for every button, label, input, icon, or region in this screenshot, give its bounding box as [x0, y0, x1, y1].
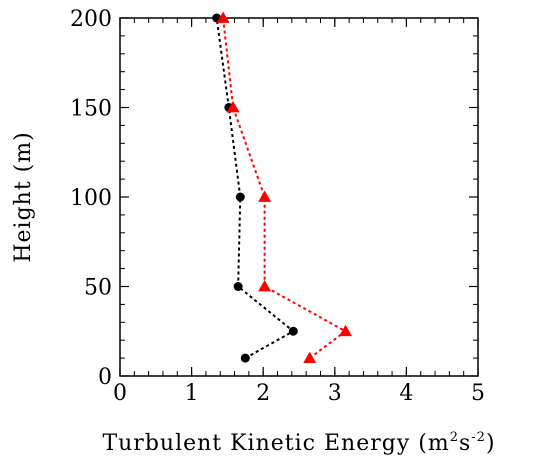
data-point-triangle — [226, 101, 240, 113]
data-point-triangle — [303, 351, 317, 363]
x-tick-label: 2 — [256, 381, 270, 406]
data-point-triangle — [258, 190, 272, 202]
y-axis-title: Height (m) — [11, 131, 36, 262]
data-point-circle — [233, 282, 243, 291]
data-point-circle — [235, 192, 245, 202]
data-point-triangle — [339, 324, 353, 337]
y-tick-label: 0 — [98, 365, 112, 390]
x-axis-title-sup2: -2 — [471, 430, 486, 445]
y-tick-label: 50 — [84, 276, 112, 301]
series-line-2 — [222, 17, 348, 359]
series-line-1 — [215, 17, 296, 359]
x-axis-title-mid: s — [459, 431, 471, 456]
data-point-triangle — [216, 11, 230, 23]
y-tick-label: 150 — [70, 97, 112, 122]
data-point-circle — [240, 353, 250, 363]
y-tick-label: 200 — [70, 7, 112, 32]
data-point-circle — [288, 326, 298, 336]
x-tick-label: 5 — [471, 381, 485, 406]
data-markers — [212, 11, 353, 363]
x-axis-title-main: Turbulent Kinetic Energy (m — [102, 431, 449, 456]
series-lines — [215, 17, 348, 359]
axis-ticks — [119, 17, 479, 377]
data-point-triangle — [258, 280, 272, 292]
y-tick-label: 100 — [70, 186, 112, 211]
x-tick-label: 1 — [185, 381, 199, 406]
x-axis-title-end: ) — [486, 431, 496, 456]
plot-frame — [119, 17, 479, 377]
x-tick-label: 4 — [399, 381, 413, 406]
x-tick-label: 3 — [328, 381, 342, 406]
x-axis-title: Turbulent Kinetic Energy (m2s-2) — [102, 430, 495, 456]
x-axis-title-sup1: 2 — [450, 430, 459, 445]
x-tick-label: 0 — [113, 381, 127, 406]
